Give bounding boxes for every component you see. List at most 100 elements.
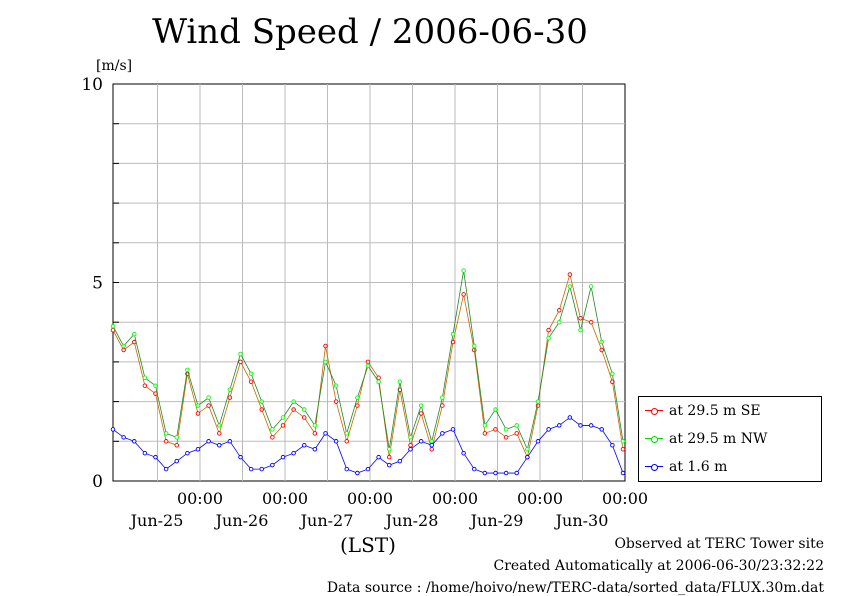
footer-observed: Observed at TERC Tower site	[614, 536, 824, 552]
data-point-nw	[620, 439, 626, 444]
data-point-nw	[291, 399, 296, 404]
data-point-low	[185, 450, 190, 456]
data-point-nw	[450, 331, 456, 337]
data-point-low	[610, 443, 615, 448]
data-point-low	[153, 454, 158, 460]
data-point-low	[302, 443, 307, 448]
data-point-nw	[440, 395, 445, 400]
legend: at 29.5 m SE at 29.5 m NW at 1.6 m	[638, 396, 822, 482]
data-point-low	[599, 427, 605, 432]
data-point-nw	[514, 423, 520, 428]
x-tick-time-label: 00:00	[177, 489, 223, 508]
y-tick-label: 0	[92, 472, 103, 492]
x-tick-date-label: Jun-25	[129, 511, 184, 530]
data-point-nw	[323, 359, 328, 365]
data-point-low	[525, 454, 530, 460]
data-point-low	[142, 450, 148, 456]
x-tick-time-label: 00:00	[602, 489, 648, 508]
data-point-nw	[185, 367, 190, 373]
data-point-se	[557, 308, 562, 313]
data-point-se	[333, 399, 339, 404]
data-point-se	[291, 407, 296, 412]
data-point-low	[291, 450, 296, 456]
data-point-se	[482, 431, 488, 436]
data-point-low	[493, 470, 498, 476]
data-point-low	[376, 454, 381, 460]
data-point-low	[323, 431, 328, 436]
data-point-nw	[482, 423, 488, 428]
data-point-nw	[376, 379, 381, 385]
x-tick-time-label: 00:00	[347, 489, 393, 508]
data-point-low	[195, 446, 201, 452]
data-point-se	[312, 431, 318, 436]
data-point-low	[259, 466, 265, 472]
data-point-se	[216, 431, 222, 436]
data-point-se	[238, 359, 243, 365]
data-point-low	[397, 458, 403, 464]
data-point-low	[312, 446, 318, 452]
data-point-nw	[121, 343, 126, 349]
data-point-se	[280, 423, 286, 428]
data-point-low	[174, 458, 179, 464]
data-point-se	[578, 315, 583, 321]
data-point-nw	[280, 415, 286, 420]
data-point-se	[206, 403, 211, 408]
data-point-nw	[248, 371, 254, 377]
data-point-se	[195, 411, 201, 416]
data-point-nw	[418, 403, 424, 408]
data-point-nw	[557, 319, 562, 325]
data-point-nw	[163, 431, 169, 436]
data-point-low	[248, 466, 254, 472]
data-point-low	[110, 427, 116, 432]
data-point-low	[450, 427, 456, 432]
x-tick-time-label: 00:00	[262, 489, 308, 508]
legend-marker-low	[645, 462, 663, 472]
data-point-nw	[344, 431, 350, 436]
data-point-se	[355, 403, 360, 408]
data-point-se	[365, 359, 371, 365]
data-point-nw	[429, 439, 435, 444]
legend-item-se: at 29.5 m SE	[645, 401, 761, 421]
data-point-nw	[493, 407, 498, 412]
data-point-low	[418, 439, 424, 444]
legend-label-se: at 29.5 m SE	[669, 403, 761, 419]
x-tick-date-label: Jun-28	[384, 511, 439, 530]
legend-marker-se	[645, 406, 663, 416]
legend-label-nw: at 29.5 m NW	[669, 431, 768, 447]
data-point-se	[620, 446, 626, 452]
data-point-nw	[227, 387, 233, 392]
legend-label-low: at 1.6 m	[669, 459, 728, 475]
data-point-nw	[546, 335, 551, 341]
footer-source: Data source : /home/hoivo/new/TERC-data/…	[326, 580, 824, 596]
data-point-se	[142, 383, 148, 388]
data-point-nw	[153, 383, 158, 388]
data-point-nw	[216, 423, 222, 428]
data-point-low	[503, 470, 509, 476]
data-point-nw	[312, 423, 318, 428]
data-point-nw	[174, 435, 179, 440]
data-point-nw	[588, 284, 594, 289]
data-point-low	[535, 439, 541, 444]
data-point-low	[163, 466, 169, 472]
data-point-low	[131, 439, 137, 444]
data-point-low	[216, 443, 222, 448]
data-point-low	[557, 423, 562, 428]
data-point-nw	[461, 268, 466, 273]
data-point-se	[546, 327, 551, 333]
data-point-se	[387, 454, 392, 460]
data-point-low	[461, 450, 466, 456]
data-point-se	[270, 435, 275, 440]
legend-item-low: at 1.6 m	[645, 457, 727, 477]
legend-item-nw: at 29.5 m NW	[645, 429, 767, 449]
data-point-se	[259, 407, 265, 412]
data-point-nw	[525, 446, 530, 452]
data-point-low	[567, 415, 573, 420]
data-point-nw	[610, 371, 615, 377]
data-point-nw	[206, 395, 211, 400]
chart-title: Wind Speed / 2006-06-30	[152, 12, 588, 52]
data-point-low	[546, 427, 551, 432]
data-point-se	[408, 443, 413, 448]
data-point-nw	[131, 331, 137, 337]
data-point-nw	[355, 395, 360, 400]
data-point-nw	[578, 327, 583, 333]
